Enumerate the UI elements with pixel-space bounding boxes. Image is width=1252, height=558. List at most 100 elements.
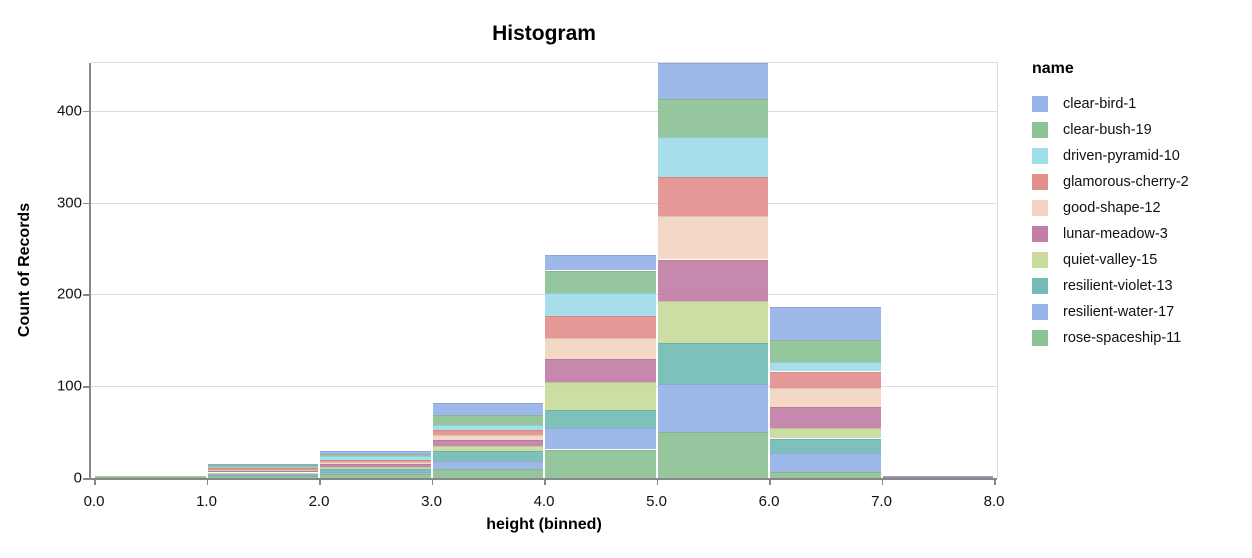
bar-segment-clear-bush-19-bin3[interactable] (432, 414, 543, 425)
bar-segment-clear-bird-1-bin1[interactable] (207, 464, 318, 466)
bar-segment-good-shape-12-bin3[interactable] (432, 434, 543, 441)
legend-items: clear-bird-1 clear-bush-19 driven-pyramid-… (1032, 95, 1189, 347)
bar-segment-rose-spaceship-11-bin5[interactable] (657, 432, 768, 478)
bar-segment-rose-spaceship-11-bin2[interactable] (320, 474, 431, 478)
bar-segment-resilient-violet-13-bin6[interactable] (770, 438, 881, 454)
bar-segment-lunar-meadow-3-bin3[interactable] (432, 440, 543, 446)
bar-segment-lunar-meadow-3-bin2[interactable] (320, 464, 431, 467)
chart-title: Histogram (492, 22, 596, 45)
bar-segment-driven-pyramid-10-bin5[interactable] (657, 137, 768, 177)
bar-segment-quiet-valley-15-bin4[interactable] (545, 381, 656, 411)
bar-segment-good-shape-12-bin4[interactable] (545, 338, 656, 359)
x-tick-label: 7.0 (871, 493, 892, 510)
bar-segment-resilient-water-17-bin4[interactable] (545, 428, 656, 450)
legend-item-glamorous-cherry-2: glamorous-cherry-2 (1032, 173, 1189, 191)
x-tick-label: 5.0 (646, 493, 667, 510)
bar-segment-driven-pyramid-10-bin3[interactable] (432, 424, 543, 431)
bar-segment-glamorous-cherry-2-bin3[interactable] (432, 430, 543, 435)
bar-segment-rose-spaceship-11-bin0[interactable] (95, 477, 206, 478)
y-tick (83, 386, 89, 388)
bar-segment-driven-pyramid-10-bin2[interactable] (320, 456, 431, 460)
legend-item-resilient-water-17: resilient-water-17 (1032, 303, 1189, 321)
bar-segment-clear-bush-19-bin5[interactable] (657, 98, 768, 138)
legend-label: quiet-valley-15 (1063, 252, 1158, 268)
x-tick (431, 480, 433, 485)
bar-segment-quiet-valley-15-bin3[interactable] (432, 445, 543, 452)
bar-segment-resilient-violet-13-bin2[interactable] (320, 468, 431, 472)
bar-segment-rose-spaceship-11-bin6[interactable] (770, 471, 881, 478)
bar-segment-driven-pyramid-10-bin4[interactable] (545, 292, 656, 317)
bar-segment-lunar-meadow-3-bin7[interactable] (882, 477, 993, 478)
y-tick (83, 110, 89, 113)
bar-segment-quiet-valley-15-bin2[interactable] (320, 467, 431, 469)
bar-segment-clear-bush-19-bin2[interactable] (320, 454, 431, 456)
gridline (91, 294, 997, 296)
bar-segment-lunar-meadow-3-bin6[interactable] (770, 407, 881, 429)
bar-segment-resilient-water-17-bin1[interactable] (207, 475, 318, 477)
bar-segment-clear-bush-19-bin1[interactable] (207, 465, 318, 467)
bar-segment-resilient-water-17-bin6[interactable] (770, 453, 881, 472)
legend-title: name (1032, 60, 1074, 77)
bar-segment-good-shape-12-bin2[interactable] (320, 462, 431, 465)
bar-segment-resilient-violet-13-bin4[interactable] (545, 410, 656, 429)
bar-segment-glamorous-cherry-2-bin6[interactable] (770, 371, 881, 388)
legend-label: rose-spaceship-11 (1063, 330, 1182, 346)
bar-segment-good-shape-12-bin6[interactable] (770, 388, 881, 408)
legend-swatch-icon (1032, 174, 1048, 190)
legend-label: lunar-meadow-3 (1063, 226, 1168, 242)
bar-segment-resilient-violet-13-bin3[interactable] (432, 451, 543, 461)
x-tick (319, 480, 321, 485)
bar-segment-glamorous-cherry-2-bin2[interactable] (320, 459, 431, 463)
legend-label: clear-bush-19 (1063, 122, 1152, 138)
bar-segment-resilient-water-17-bin2[interactable] (320, 471, 431, 475)
legend-swatch-icon (1032, 200, 1048, 216)
bar-segment-clear-bird-1-bin2[interactable] (320, 450, 431, 455)
bar-segment-lunar-meadow-3-bin5[interactable] (657, 259, 768, 301)
y-tick-label: 300 (56, 194, 82, 212)
y-axis-title: Count of Records (16, 202, 33, 338)
bar-segment-resilient-water-17-bin3[interactable] (432, 460, 543, 469)
bar-segment-quiet-valley-15-bin6[interactable] (770, 428, 881, 439)
bar-segment-clear-bird-1-bin7[interactable] (882, 476, 993, 478)
legend-label: clear-bird-1 (1063, 96, 1137, 112)
bar-segment-clear-bird-1-bin6[interactable] (770, 307, 881, 341)
bar-segment-clear-bird-1-bin3[interactable] (432, 402, 543, 415)
bar-segment-clear-bird-1-bin4[interactable] (545, 254, 656, 271)
legend-label: good-shape-12 (1063, 200, 1161, 216)
bar-segment-resilient-water-17-bin5[interactable] (657, 384, 768, 432)
bar-segment-quiet-valley-15-bin5[interactable] (657, 300, 768, 343)
legend-item-quiet-valley-15: quiet-valley-15 (1032, 251, 1189, 269)
x-axis-line (89, 478, 997, 480)
bar-segment-glamorous-cherry-2-bin1[interactable] (207, 467, 318, 470)
bar-segment-quiet-valley-15-bin0[interactable] (95, 476, 206, 478)
x-tick (94, 480, 96, 485)
bar-segment-glamorous-cherry-2-bin4[interactable] (545, 316, 656, 339)
bar-segment-resilient-violet-13-bin1[interactable] (207, 473, 318, 476)
bar-segment-driven-pyramid-10-bin6[interactable] (770, 362, 881, 372)
x-tick-label: 3.0 (421, 493, 442, 510)
y-tick (83, 294, 89, 296)
bar-segment-clear-bird-1-bin5[interactable] (657, 63, 768, 99)
bar-segment-glamorous-cherry-2-bin5[interactable] (657, 176, 768, 217)
bar-segment-rose-spaceship-11-bin3[interactable] (432, 468, 543, 478)
bar-segment-good-shape-12-bin5[interactable] (657, 216, 768, 260)
bar-segment-lunar-meadow-3-bin4[interactable] (545, 358, 656, 382)
bar-segment-resilient-violet-13-bin5[interactable] (657, 343, 768, 385)
legend-item-lunar-meadow-3: lunar-meadow-3 (1032, 225, 1189, 243)
bar-segment-lunar-meadow-3-bin1[interactable] (207, 470, 318, 473)
legend-item-rose-spaceship-11: rose-spaceship-11 (1032, 329, 1189, 347)
legend-label: glamorous-cherry-2 (1063, 174, 1189, 190)
bar-segment-rose-spaceship-11-bin1[interactable] (207, 476, 318, 478)
legend-item-good-shape-12: good-shape-12 (1032, 199, 1189, 217)
bar-segment-rose-spaceship-11-bin4[interactable] (545, 449, 656, 478)
bar-segment-clear-bush-19-bin6[interactable] (770, 340, 881, 363)
bar-segment-good-shape-12-bin1[interactable] (207, 469, 318, 471)
bar-segment-driven-pyramid-10-bin1[interactable] (207, 467, 318, 468)
legend-label: resilient-water-17 (1063, 304, 1175, 320)
legend-item-resilient-violet-13: resilient-violet-13 (1032, 277, 1189, 295)
legend-swatch-icon (1032, 304, 1048, 320)
y-tick-label: 200 (56, 285, 82, 303)
bar-segment-clear-bush-19-bin4[interactable] (545, 270, 656, 293)
legend: name clear-bird-1 clear-bush-19 driven-pyr… (1032, 60, 1189, 355)
bar-segment-quiet-valley-15-bin1[interactable] (207, 472, 318, 474)
